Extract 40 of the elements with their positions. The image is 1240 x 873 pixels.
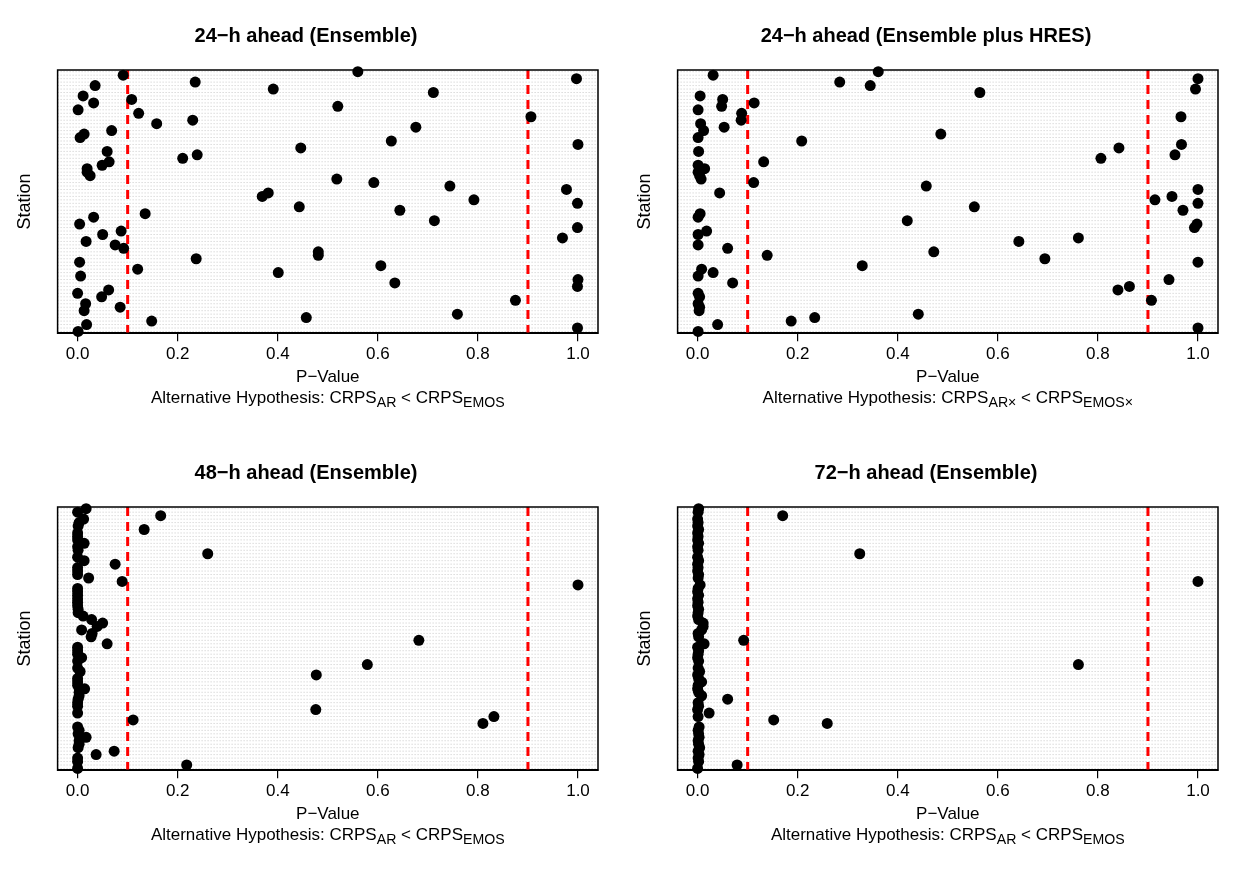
x-axis-title: P−Value: [916, 804, 980, 824]
x-tick-label: 0.8: [1086, 344, 1110, 364]
x-tick-label: 0.6: [366, 781, 390, 801]
text: Alternative Hypothesis: CRPS$_{AR×}$ < CRPS$_{EMOS×}$: [761, 388, 1134, 411]
x-tick-label: 0.4: [885, 781, 910, 801]
y-axis-title: Station: [633, 173, 654, 230]
y-axis-title: Station: [13, 173, 34, 230]
chart-title: 48−h ahead (Ensemble): [194, 460, 418, 483]
chart-title: 24−h ahead (Ensemble): [194, 23, 418, 46]
y-axis-title: Station: [633, 610, 654, 667]
text: Alternative Hypothesis: CRPS$_{AR}$ < CRPS$_{EMOS}$: [149, 388, 506, 411]
x-tick-label: 0.0: [65, 344, 90, 364]
x-tick-label: 0.2: [785, 781, 810, 801]
chart-title: 24−h ahead (Ensemble plus HRES): [760, 23, 1092, 46]
x-axis-title: P−Value: [916, 367, 980, 387]
x-tick-label: 1.0: [1186, 344, 1210, 364]
x-tick-label: 0.0: [65, 781, 90, 801]
x-tick-label: 0.6: [986, 781, 1010, 801]
x-tick-label: 0.0: [685, 781, 710, 801]
x-tick-label: 1.0: [1186, 781, 1210, 801]
x-tick-label: 0.2: [165, 781, 190, 801]
x-tick-label: 0.8: [1086, 781, 1110, 801]
x-tick-label: 0.6: [986, 344, 1010, 364]
x-axis-title: P−Value: [296, 804, 360, 824]
text: Alternative Hypothesis: CRPS$_{AR}$ < CRPS$_{EMOS}$: [769, 825, 1126, 848]
y-axis-title: Station: [13, 610, 34, 667]
x-tick-label: 0.0: [685, 344, 710, 364]
x-tick-label: 0.2: [165, 344, 190, 364]
x-tick-label: 0.2: [785, 344, 810, 364]
x-tick-label: 0.4: [885, 344, 910, 364]
x-tick-label: 0.8: [466, 344, 490, 364]
x-tick-label: 1.0: [566, 344, 590, 364]
x-tick-label: 0.6: [366, 344, 390, 364]
x-axis-title: P−Value: [296, 367, 360, 387]
chart-title: 72−h ahead (Ensemble): [814, 460, 1038, 483]
x-tick-label: 0.4: [265, 344, 290, 364]
x-tick-label: 0.8: [466, 781, 490, 801]
x-tick-label: 1.0: [566, 781, 590, 801]
text: Alternative Hypothesis: CRPS$_{AR}$ < CRPS$_{EMOS}$: [149, 825, 506, 848]
x-tick-label: 0.4: [265, 781, 290, 801]
